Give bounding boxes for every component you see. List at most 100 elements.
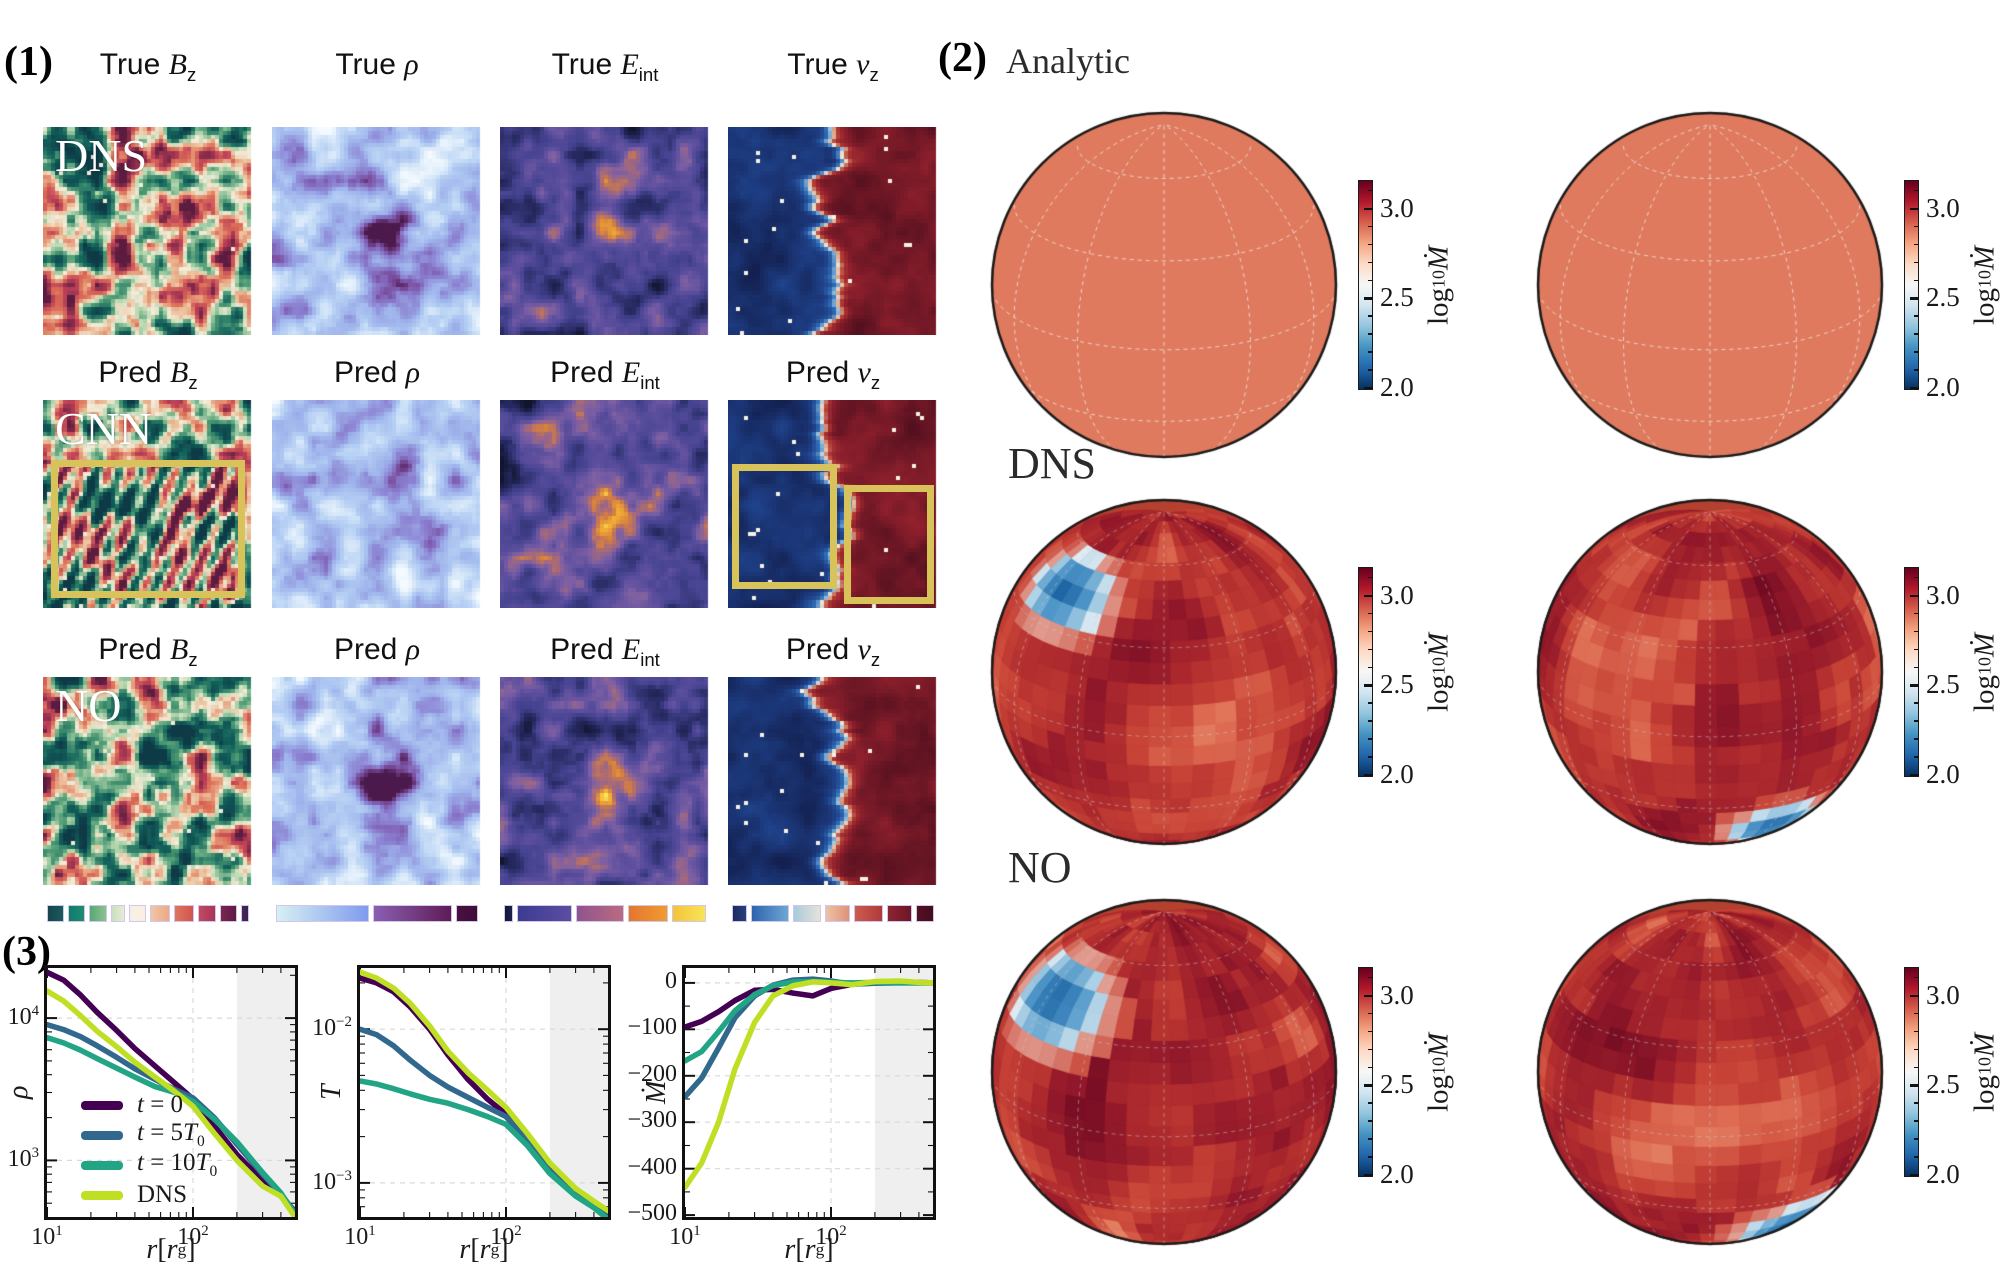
- colorbar-tick: [1364, 594, 1373, 597]
- vz-colorbar-segment: [825, 905, 851, 922]
- colorbar-tick: [1910, 207, 1919, 210]
- colorbar-tick: [1368, 1066, 1373, 1068]
- colorbar-tick: [1368, 648, 1373, 650]
- colorbar-tick: [1914, 261, 1919, 263]
- colorbar-tick: [1910, 1084, 1919, 1087]
- colorbar-tick: [1364, 387, 1373, 390]
- annotation-box-1: [732, 464, 838, 590]
- field-image-bz-no: [43, 677, 253, 885]
- legend-swatch: [81, 1130, 123, 1140]
- colorbar-tick-label: 2.5: [1380, 282, 1414, 313]
- vz-colorbar-segment: [751, 905, 790, 922]
- Bz-colorbar-segment: [219, 905, 237, 922]
- field-image-rho-dns: [272, 127, 482, 335]
- Eint-colorbar-segment: [504, 905, 514, 922]
- panel1-col-header: True vz: [787, 48, 879, 85]
- sphere-analytic-left: [989, 110, 1339, 460]
- vz-colorbar-segment: [793, 905, 822, 922]
- colorbar-tick-label: 2.0: [1926, 759, 1960, 790]
- vz-colorbar-segment: [732, 905, 748, 922]
- sphere-analytic-right: [1535, 110, 1885, 460]
- colorbar-tick: [1914, 576, 1919, 579]
- colorbar-tick: [1910, 774, 1919, 777]
- field-image-vz-dns: [728, 127, 938, 335]
- panel1-col-header: Pred ρ: [333, 356, 421, 389]
- y-tick-label: 103: [7, 1145, 39, 1173]
- rho-colorbar-segment: [276, 905, 369, 922]
- y-tick-label: 0: [665, 967, 677, 994]
- colorbar-tick: [1914, 333, 1919, 335]
- x-tick-label: 101: [31, 1223, 63, 1250]
- image-tag-cnn: CNN: [55, 403, 153, 454]
- y-tick-label: −200: [627, 1060, 677, 1087]
- colorbar-tick: [1910, 594, 1919, 597]
- colorbar-tick-label: 2.5: [1926, 1069, 1960, 1100]
- colorbar-tick: [1368, 225, 1373, 228]
- colorbar-tick-label: 2.0: [1380, 372, 1414, 403]
- colorbar-tick: [1914, 976, 1919, 979]
- legend-entry: t = 10T0: [81, 1149, 218, 1180]
- x-axis-label: r[r g]: [784, 1234, 834, 1265]
- legend-label: t = 10T0: [137, 1149, 218, 1180]
- chart-frame-0: [44, 965, 298, 1220]
- field-image-eint-dns: [500, 127, 710, 335]
- panel1-col-header: Pred vz: [785, 633, 881, 670]
- Bz-colorbar-segment: [149, 905, 171, 922]
- legend-swatch: [81, 1190, 123, 1200]
- legend-swatch: [81, 1160, 123, 1170]
- colorbar-tick: [1914, 1102, 1919, 1104]
- panel1-col-header: True ρ: [335, 48, 419, 81]
- colorbar-tick-label: 2.5: [1380, 1069, 1414, 1100]
- colorbar-tick: [1368, 315, 1373, 317]
- colorbar-tick: [1914, 279, 1919, 281]
- sphere-row-label-no: NO: [1008, 843, 1072, 892]
- panel2-label: (2): [938, 35, 987, 81]
- colorbar-tick: [1910, 684, 1919, 687]
- colorbar-tick-label: 2.0: [1926, 372, 1960, 403]
- y-tick-label: 10−3: [312, 1167, 352, 1195]
- x-tick-label: 102: [490, 1223, 522, 1250]
- x-tick-label: 101: [669, 1223, 701, 1250]
- colorbar-tick: [1914, 702, 1919, 704]
- field-image-rho-cnn: [272, 400, 482, 608]
- colorbar-tick: [1914, 738, 1919, 740]
- colorbar-tick: [1910, 994, 1919, 997]
- annotation-box-2: [843, 485, 934, 604]
- mdot-colorbar: [1904, 180, 1919, 390]
- panel1-col-header: True Eint: [551, 48, 659, 85]
- colorbar-tick: [1368, 612, 1373, 615]
- legend-entry: t = 0: [81, 1090, 217, 1120]
- colorbar-tick: [1368, 976, 1373, 979]
- colorbar-tick: [1914, 666, 1919, 668]
- field-image-bz-dns: [43, 127, 253, 335]
- colorbar-tick: [1368, 1120, 1373, 1122]
- colorbar-tick: [1914, 612, 1919, 615]
- colorbar-tick: [1914, 1048, 1919, 1050]
- chart-frame-1: [357, 965, 611, 1220]
- colorbar-tick-label: 2.5: [1926, 669, 1960, 700]
- colorbar-tick: [1368, 1156, 1373, 1158]
- Bz-colorbar: [47, 905, 249, 922]
- panel1-label: (1): [4, 39, 53, 85]
- colorbar-tick: [1364, 207, 1373, 210]
- mdot-colorbar: [1358, 967, 1373, 1177]
- Bz-colorbar-segment: [174, 905, 195, 922]
- colorbar-tick: [1914, 1066, 1919, 1068]
- x-tick-label: 102: [177, 1223, 209, 1250]
- colorbar-tick: [1364, 994, 1373, 997]
- Eint-colorbar-segment: [517, 905, 572, 922]
- field-image-eint-cnn: [500, 400, 710, 608]
- colorbar-tick: [1364, 684, 1373, 687]
- colorbar-tick: [1914, 630, 1919, 632]
- colorbar-tick: [1914, 315, 1919, 317]
- colorbar-tick: [1368, 333, 1373, 335]
- colorbar-tick: [1368, 1012, 1373, 1015]
- vz-colorbar-segment: [854, 905, 883, 922]
- chart-plot-area-1: [359, 968, 608, 1217]
- panel1-col-header: Pred ρ: [333, 633, 421, 666]
- Bz-colorbar-segment: [128, 905, 146, 922]
- x-axis-label: r[r g]: [459, 1234, 509, 1265]
- Eint-colorbar-segment: [627, 905, 669, 922]
- colorbar-tick: [1914, 1030, 1919, 1032]
- Bz-colorbar-segment: [240, 905, 249, 922]
